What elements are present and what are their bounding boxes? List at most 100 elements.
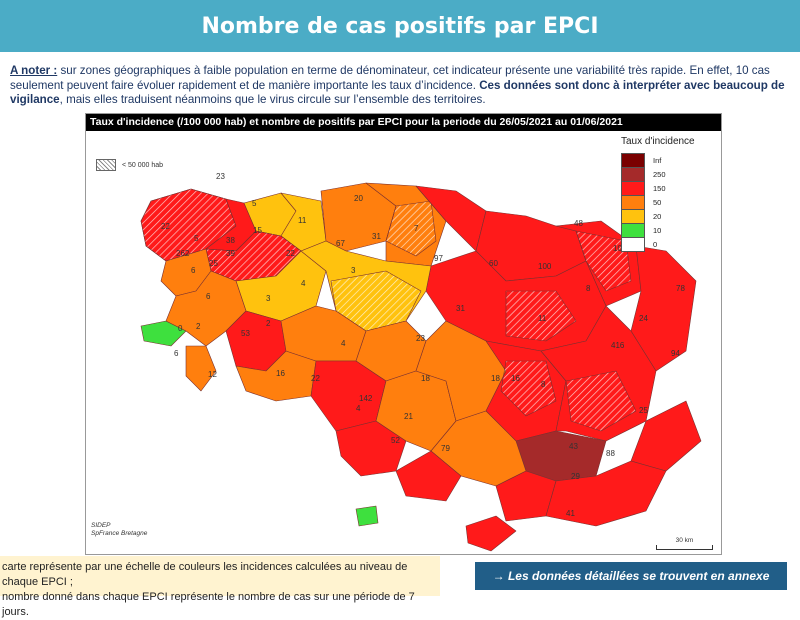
- epci-case-count: 2: [266, 319, 271, 328]
- scale-label: 30 km: [675, 537, 694, 544]
- epci-case-count: 16: [511, 374, 520, 383]
- epci-case-count: 23: [216, 172, 225, 181]
- epci-case-count: 88: [606, 449, 615, 458]
- epci-case-count: 29: [571, 472, 580, 481]
- page-title: Nombre de cas positifs par EPCI: [201, 13, 599, 39]
- epci-case-count: 6: [206, 292, 211, 301]
- legend-row: Inf: [621, 152, 695, 168]
- epci-case-count: 8: [541, 380, 546, 389]
- legend-title: Taux d'incidence: [621, 136, 695, 147]
- epci-case-count: 78: [676, 284, 685, 293]
- region-douarnenez: [140, 320, 187, 347]
- epci-case-count: 21: [404, 412, 413, 421]
- epci-case-count: 3: [266, 294, 271, 303]
- epci-case-count: 6: [191, 266, 196, 275]
- footnote-line-1: carte représente par une échelle de coul…: [2, 561, 408, 588]
- epci-case-count: 43: [569, 442, 578, 451]
- legend-row: 150: [621, 180, 695, 196]
- note-label: A noter :: [10, 64, 58, 77]
- legend-row: 50: [621, 194, 695, 210]
- epci-case-count: 11: [298, 216, 307, 225]
- epci-case-count: 31: [456, 304, 465, 313]
- region-redon-hatch: [500, 360, 557, 417]
- legend-swatch: [621, 194, 645, 210]
- legend-label: 0: [653, 239, 658, 249]
- epci-case-count: 23: [416, 334, 425, 343]
- epci-case-count: 24: [639, 314, 648, 323]
- scale-line: [656, 545, 713, 550]
- epci-case-count: 100: [538, 262, 552, 271]
- epci-case-count: 48: [574, 219, 583, 228]
- region-ancenis: [630, 400, 702, 472]
- epci-case-count: 15: [253, 226, 262, 235]
- legend-label: 150: [653, 183, 666, 193]
- epci-case-count: 39: [226, 249, 235, 258]
- epci-case-count: 5: [194, 234, 199, 243]
- epci-case-count: 31: [372, 232, 381, 241]
- note-bold: Ces données sont donc à interpréter avec…: [10, 78, 785, 107]
- legend-swatch: [621, 208, 645, 224]
- hatch-label: < 50 000 hab: [122, 161, 164, 169]
- epci-case-count: 53: [241, 329, 250, 338]
- region-guerande: [395, 450, 462, 502]
- epci-case-count: 142: [359, 394, 373, 403]
- epci-case-count: 0: [178, 324, 183, 333]
- region-rennes-hatch: [505, 290, 577, 342]
- legend-label: 50: [653, 197, 662, 207]
- epci-case-count: 52: [391, 436, 400, 445]
- legend-swatch: [621, 236, 645, 252]
- region-vitre-hatch: [575, 230, 632, 292]
- scale-bar: 30 km: [656, 537, 713, 550]
- epci-case-count: 22: [286, 249, 295, 258]
- epci-case-count: 12: [208, 370, 217, 379]
- incidence-legend: Taux d'incidence Inf 250 150 50 20 10 0: [621, 136, 695, 252]
- annex-label: → Les données détaillées se trouvent en …: [492, 569, 770, 583]
- epci-case-count: 18: [491, 374, 500, 383]
- note-paragraph: A noter : sur zones géographiques à faib…: [10, 64, 795, 108]
- legend-swatch: [621, 222, 645, 238]
- epci-case-count: 7: [414, 224, 419, 233]
- epci-case-count: 3: [351, 266, 356, 275]
- hatch-swatch: [96, 159, 116, 171]
- epci-case-count: 22: [311, 374, 320, 383]
- region-pont-labbe: [185, 345, 217, 392]
- footnote: carte représente par une échelle de coul…: [0, 556, 440, 618]
- legend-label: 10: [653, 225, 662, 235]
- epci-case-count: 41: [566, 509, 575, 518]
- legend-swatch: [621, 180, 645, 196]
- annex-link-button[interactable]: → Les données détaillées se trouvent en …: [475, 562, 787, 590]
- legend-label: 20: [653, 211, 662, 221]
- region-belle-ile: [355, 505, 379, 527]
- epci-case-count: 16: [276, 369, 285, 378]
- region-east-mayenne: [630, 245, 697, 372]
- epci-case-count: 25: [209, 259, 218, 268]
- legend-row: 0: [621, 236, 695, 252]
- region-st-nazaire: [430, 410, 527, 487]
- footnote-line-2: nombre donné dans chaque EPCI représente…: [2, 591, 415, 618]
- map-panel: Taux d'incidence (/100 000 hab) et nombr…: [85, 113, 722, 555]
- note-text-2: , mais elles traduisent néanmoins que le…: [59, 93, 486, 106]
- epci-case-count: 262: [176, 249, 190, 258]
- epci-case-count: 101: [613, 244, 627, 253]
- epci-case-count: 67: [336, 239, 345, 248]
- credit-source: SIDEP: [91, 522, 111, 529]
- epci-case-count: 8: [586, 284, 591, 293]
- legend-label: 250: [653, 169, 666, 179]
- epci-case-count: 79: [441, 444, 450, 453]
- region-dinan-hatch: [385, 200, 437, 257]
- title-banner: Nombre de cas positifs par EPCI: [0, 0, 800, 52]
- epci-case-count: 20: [354, 194, 363, 203]
- epci-case-count: 94: [671, 349, 680, 358]
- legend-row: 20: [621, 208, 695, 224]
- epci-case-count: 4: [356, 404, 361, 413]
- legend-row: 10: [621, 222, 695, 238]
- epci-case-count: 25: [639, 406, 648, 415]
- legend-swatch: [621, 152, 645, 168]
- epci-case-count: 38: [226, 236, 235, 245]
- legend-swatch: [621, 166, 645, 182]
- epci-case-count: 2: [196, 322, 201, 331]
- epci-case-count: 5: [252, 199, 257, 208]
- epci-case-count: 4: [341, 339, 346, 348]
- legend-label: Inf: [653, 155, 662, 165]
